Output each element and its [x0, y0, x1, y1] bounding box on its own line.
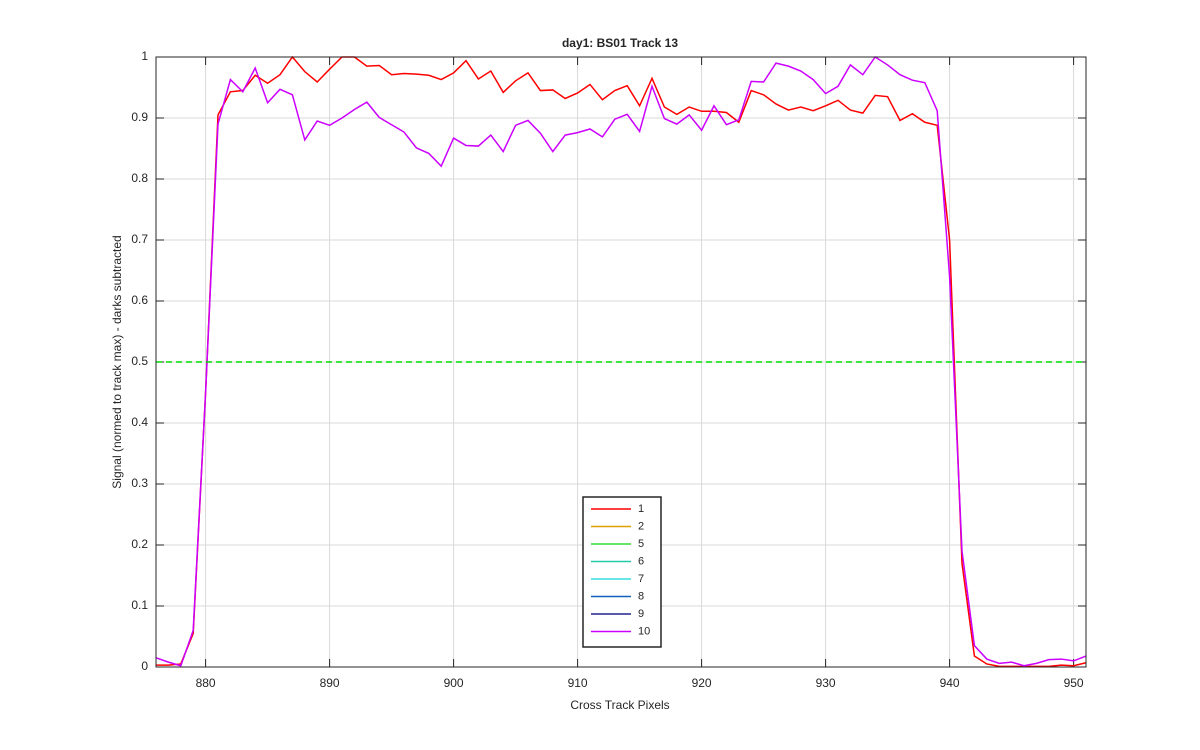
legend-label: 5	[638, 538, 644, 550]
x-axis-label: Cross Track Pixels	[570, 698, 669, 712]
y-tick-label: 0.2	[131, 537, 148, 551]
y-tick-label: 0.4	[131, 415, 148, 429]
axes-box	[155, 56, 1087, 668]
x-tick-label: 900	[444, 676, 464, 690]
legend-label: 8	[638, 590, 644, 602]
series-line	[156, 55, 1087, 668]
chart-title: day1: BS01 Track 13	[562, 36, 678, 50]
x-tick-label: 890	[320, 676, 340, 690]
x-tick-label: 880	[196, 676, 216, 690]
y-tick-label: 0.3	[131, 476, 148, 490]
y-tick-label: 0.5	[131, 354, 148, 368]
x-tick-label: 910	[568, 676, 588, 690]
legend-label: 7	[638, 573, 644, 585]
x-tick-label: 950	[1064, 676, 1084, 690]
y-tick-label: 0.9	[131, 110, 148, 124]
legend-label: 9	[638, 608, 644, 620]
x-tick-label: 920	[692, 676, 712, 690]
series-line	[155, 55, 1087, 667]
legend-label: 2	[638, 520, 644, 532]
legend-label: 6	[638, 555, 644, 567]
x-tick-label: 940	[940, 676, 960, 690]
y-axis-label: Signal (normed to track max) - darks sub…	[110, 235, 124, 488]
y-tick-label: 1	[141, 49, 148, 63]
y-tick-label: 0.1	[131, 598, 148, 612]
legend-box	[582, 496, 662, 648]
legend-label: 1	[638, 503, 644, 515]
x-tick-label: 930	[816, 676, 836, 690]
y-tick-label: 0.6	[131, 293, 148, 307]
y-tick-label: 0	[141, 659, 148, 673]
y-tick-label: 0.7	[131, 232, 148, 246]
y-tick-label: 0.8	[131, 171, 148, 185]
legend-label: 10	[638, 625, 650, 637]
